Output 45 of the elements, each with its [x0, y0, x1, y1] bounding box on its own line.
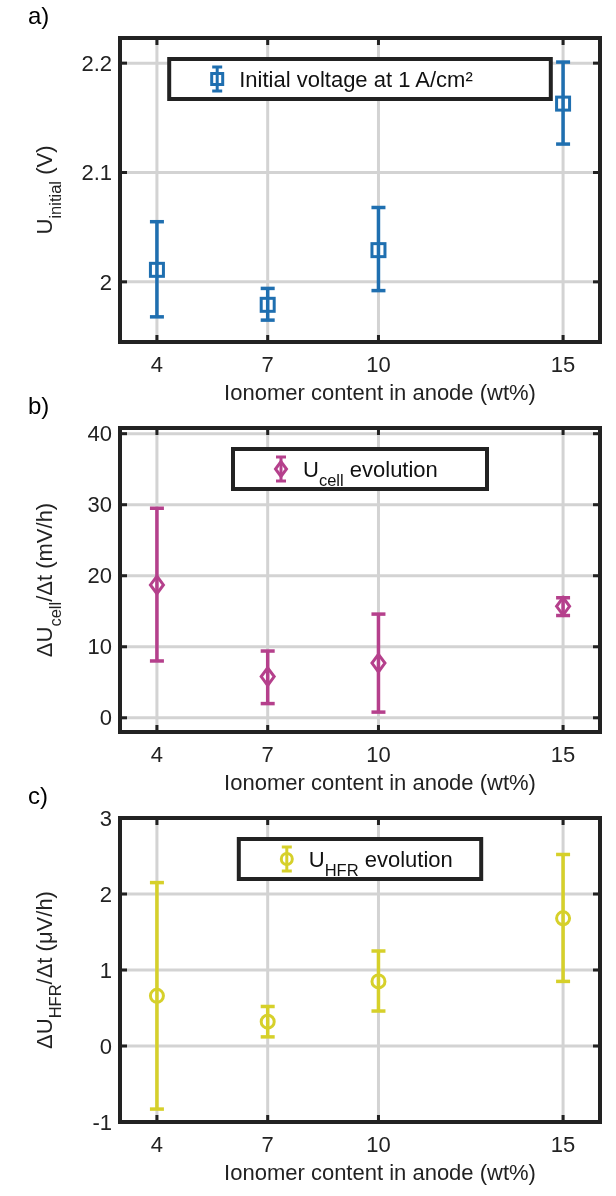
- point: [370, 242, 387, 259]
- x-tick-label: 4: [150, 742, 164, 767]
- chart-title: b): [28, 392, 50, 419]
- y-tick-label: 40: [87, 421, 112, 447]
- x-tick-label: 10: [366, 352, 391, 377]
- y-tick-label: 1: [99, 957, 112, 983]
- point: [148, 574, 165, 596]
- x-tick-label: 7: [261, 352, 274, 377]
- point: [259, 296, 276, 313]
- y-tick-label: 30: [87, 492, 112, 518]
- y-tick-label: 0: [99, 705, 112, 731]
- x-tick-label: 7: [261, 1132, 274, 1157]
- y-tick-label: 3: [99, 805, 112, 831]
- chart-title: c): [28, 782, 48, 809]
- x-axis-title: Ionomer content in anode (wt%): [224, 1160, 536, 1185]
- point: [259, 1013, 276, 1030]
- point: [555, 910, 572, 927]
- y-tick-label: 0: [99, 1033, 112, 1059]
- y-tick-label: 2: [99, 881, 112, 907]
- legend-label: U$_{HFR}$ evolution: [308, 847, 453, 879]
- x-tick-label: 15: [550, 1132, 576, 1157]
- point: [148, 261, 165, 278]
- y-tick-label: 2.1: [81, 160, 112, 186]
- legend-label: U$_{cell}$ evolution: [303, 457, 438, 489]
- x-tick-label: 4: [150, 1132, 164, 1157]
- x-tick-label: 10: [366, 1132, 391, 1157]
- x-tick-label: 15: [550, 742, 576, 767]
- point: [555, 95, 572, 112]
- x-tick-label: 10: [366, 742, 391, 767]
- y-tick-label: 10: [87, 634, 112, 660]
- point: [370, 973, 387, 990]
- y-tick-label: 2.2: [81, 50, 112, 76]
- x-tick-label: 15: [550, 352, 576, 377]
- y-tick-label: 20: [87, 563, 112, 589]
- y-tick-label: -1: [92, 1109, 112, 1135]
- point: [370, 652, 387, 674]
- x-axis-title: Ionomer content in anode (wt%): [224, 770, 536, 795]
- x-axis-title: Ionomer content in anode (wt%): [224, 380, 536, 405]
- chart-title: a): [28, 2, 50, 29]
- x-tick-label: 4: [150, 352, 164, 377]
- point: [259, 666, 276, 687]
- x-tick-label: 7: [261, 742, 274, 767]
- point: [148, 987, 165, 1004]
- y-tick-label: 2: [99, 269, 112, 295]
- legend-label: Initial voltage at 1 A/cm²: [239, 67, 473, 92]
